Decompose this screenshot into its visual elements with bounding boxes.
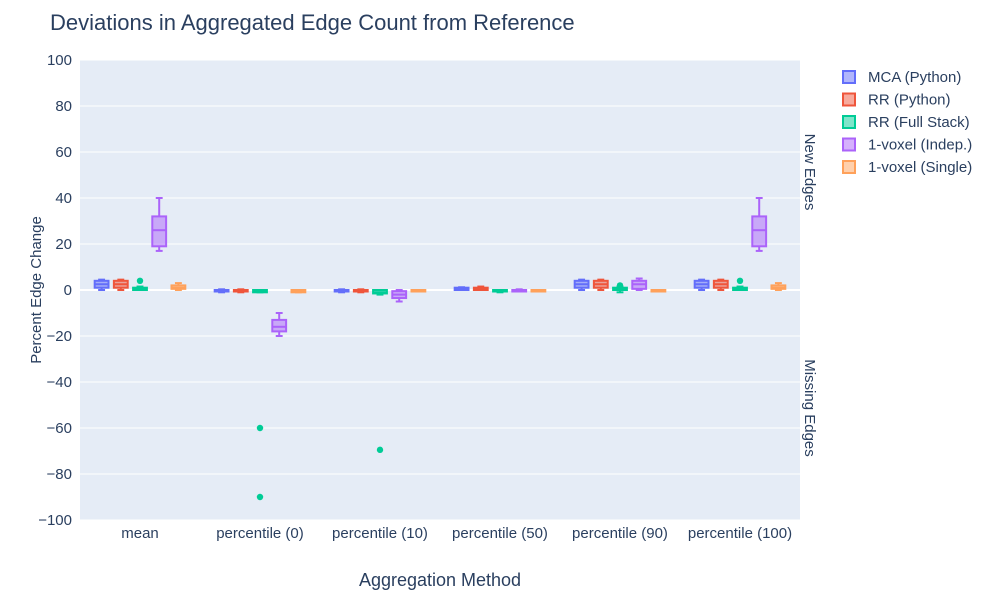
box-mark: [213, 288, 230, 294]
x-tick-label: percentile (50): [452, 525, 548, 542]
box-mark: [352, 288, 369, 294]
box-outlier: [736, 277, 744, 284]
box-mark: [511, 288, 528, 293]
y-tick-labels: 100 80 60 40 20 0 −20 −40 −60 −80 −100: [38, 52, 72, 529]
box-mark: [151, 197, 168, 252]
box-mark: [530, 289, 547, 293]
gridlines: [80, 59, 800, 521]
box-mark: [612, 282, 628, 294]
box-mark: [751, 197, 768, 252]
box-mark: [592, 278, 609, 291]
box-mark: [693, 278, 710, 291]
box-outlier: [256, 424, 264, 432]
y-tick-label: 40: [55, 190, 72, 207]
box-mark: [290, 289, 307, 294]
legend-item[interactable]: RR (Python): [842, 92, 951, 109]
legend-swatch: [842, 160, 856, 174]
legend[interactable]: MCA (Python) RR (Python) RR (Full Stack) 1-…: [842, 69, 972, 176]
chart-title: Deviations in Aggregated Edge Count from…: [50, 10, 575, 35]
box-outlier: [136, 277, 144, 284]
y-tick-label: 20: [55, 236, 72, 253]
legend-label: 1-voxel (Single): [868, 159, 972, 176]
legend-label: MCA (Python): [868, 69, 961, 86]
box-mark: [492, 289, 508, 294]
y-tick-label: −20: [47, 328, 72, 345]
box-mark: [453, 286, 470, 292]
box-mark: [712, 278, 729, 291]
legend-swatch: [842, 115, 856, 129]
box-mark: [631, 277, 648, 291]
box-mark: [232, 288, 249, 294]
x-tick-label: percentile (10): [332, 525, 428, 542]
box-mark: [170, 282, 187, 291]
y-axis-title: Percent Edge Change: [28, 216, 45, 364]
x-axis-title: Aggregation Method: [359, 570, 521, 590]
y-tick-label: −40: [47, 374, 72, 391]
box-outlier: [256, 493, 264, 501]
x-tick-label: percentile (100): [688, 525, 792, 542]
box-mark: [112, 278, 129, 291]
box-mark: [650, 289, 667, 293]
box-marks: [93, 197, 787, 501]
box-mark: [132, 277, 148, 292]
y-tick-label: 100: [47, 52, 72, 69]
annotation-new-edges: New Edges: [801, 134, 818, 211]
y-tick-label: −100: [38, 512, 72, 529]
y-tick-label: −60: [47, 420, 72, 437]
legend-swatch: [842, 70, 856, 84]
y-tick-label: −80: [47, 466, 72, 483]
box-outlier: [616, 282, 624, 289]
legend-label: RR (Python): [868, 92, 951, 109]
y-tick-label: 0: [64, 282, 72, 299]
box-mark: [271, 312, 288, 337]
box-iqr: [751, 215, 768, 248]
box-mark: [93, 278, 110, 291]
box-mark: [573, 278, 590, 291]
legend-item[interactable]: RR (Full Stack): [842, 114, 970, 131]
legend-item[interactable]: 1-voxel (Single): [842, 159, 972, 176]
legend-swatch: [842, 92, 856, 107]
box-mark: [372, 289, 388, 454]
y-tick-label: 80: [55, 98, 72, 115]
box-mark: [732, 277, 748, 292]
x-tick-label: percentile (0): [216, 525, 304, 542]
legend-item[interactable]: MCA (Python): [842, 69, 961, 86]
legend-swatch: [842, 137, 856, 152]
box-mark: [410, 289, 427, 293]
legend-label: 1-voxel (Indep.): [868, 137, 972, 154]
x-tick-label: percentile (90): [572, 525, 668, 542]
x-tick-label: mean: [121, 525, 159, 542]
x-tick-labels: mean percentile (0) percentile (10) percent…: [121, 525, 792, 542]
box-mark: [472, 285, 489, 292]
box-outlier: [376, 446, 384, 454]
legend-label: RR (Full Stack): [868, 114, 970, 131]
box-mark: [391, 289, 408, 303]
box-iqr: [271, 318, 288, 333]
box-mark: [770, 282, 787, 291]
box-mark: [252, 289, 268, 501]
box-iqr: [151, 215, 168, 248]
annotation-missing-edges: Missing Edges: [801, 359, 818, 457]
box-mark: [333, 288, 350, 294]
y-tick-label: 60: [55, 144, 72, 161]
legend-item[interactable]: 1-voxel (Indep.): [842, 137, 972, 154]
